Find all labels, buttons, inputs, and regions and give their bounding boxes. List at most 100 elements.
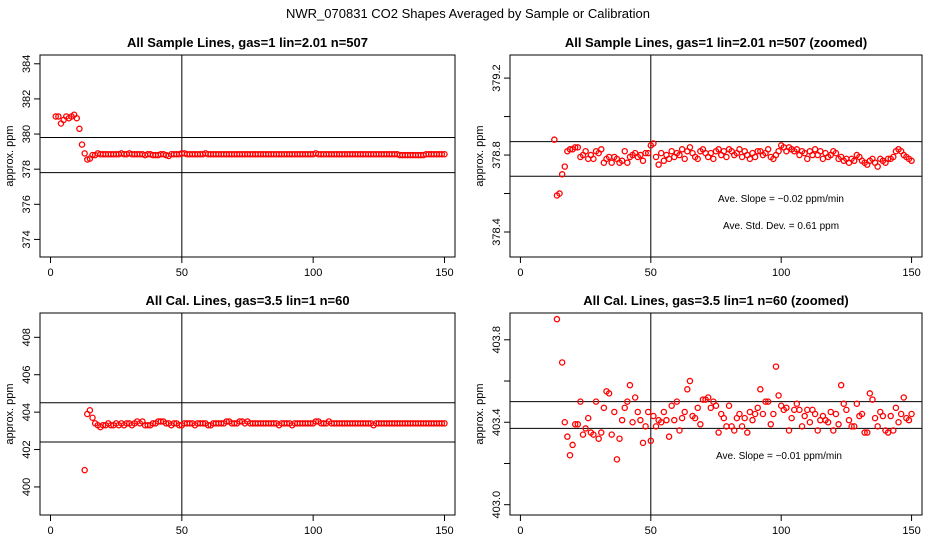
data-point [845,416,853,424]
data-point [657,149,665,157]
annotation: Ave. Slope = −0.01 ppm/min [716,451,842,462]
data-point [590,155,597,163]
data-point [569,441,576,449]
plot-frame [39,312,456,516]
y-axis-label: approx. ppm [4,125,16,186]
data-point [746,155,754,163]
data-point [892,404,900,412]
data-point [895,418,902,426]
y-tick-label: 378.4 [491,218,503,246]
data-point [804,406,811,414]
y-axis-label: approx. ppm [474,383,486,444]
data-point [811,410,819,418]
data-point [848,423,855,430]
panel-title: All Sample Lines, gas=1 lin=2.01 n=507 [127,35,368,50]
data-point [749,416,756,424]
data-point [574,421,582,428]
data-point [694,155,701,163]
data-point [720,147,728,155]
data-point [650,412,657,420]
data-point [642,149,649,157]
data-point [871,414,879,422]
panel-p4: All Cal. Lines, gas=3.5 lin=1 n=60 (zoom… [474,293,923,537]
data-point [590,431,597,438]
panel-title: All Sample Lines, gas=1 lin=2.01 n=507 (… [565,35,867,50]
data-point [577,398,584,405]
y-tick-label: 379.2 [491,64,503,92]
data-point [574,144,582,151]
data-point [806,418,814,426]
data-point [73,114,81,122]
y-tick-label: 400 [21,478,33,496]
annotation: Ave. Slope = −0.02 ppm/min [718,194,844,205]
data-point [647,437,655,445]
data-point [715,429,722,436]
data-point [668,402,675,410]
data-point [595,435,602,442]
data-point [746,408,754,416]
data-point [712,402,720,410]
data-point [76,125,83,133]
panel-p1: All Sample Lines, gas=1 lin=2.01 n=507 0 5… [4,35,456,279]
x-tick-label: 50 [176,267,188,279]
data-point [621,404,628,412]
data-point [624,398,631,405]
data-point [853,400,861,407]
data-point [736,146,743,153]
data-point [673,398,681,405]
data-point [720,414,728,422]
y-tick-label: 378.8 [491,141,503,169]
data-point [764,398,772,405]
data-point [723,153,730,161]
data-point [551,136,558,143]
data-point [553,315,561,323]
data-point [564,433,571,440]
data-point [639,157,647,165]
data-point [736,410,743,418]
data-point [629,418,636,426]
data-point [775,147,782,155]
data-point [598,429,605,436]
data-point [605,390,613,397]
data-point [686,144,694,151]
data-point [759,410,767,418]
data-point [824,418,832,426]
figure-title: NWR_070831 CO2 Shapes Averaged by Sample… [286,6,650,21]
data-point [835,421,842,428]
data-point [639,439,647,447]
data-point [850,157,858,165]
data-point [707,149,715,157]
data-point [738,423,746,430]
x-tick-label: 100 [304,267,322,279]
data-point [775,392,782,399]
data-point [704,394,712,401]
data-point [584,414,592,422]
data-point [879,412,887,420]
x-tick-label: 150 [435,267,453,279]
data-point [676,427,683,434]
data-point [874,163,881,170]
panel-p3: All Cal. Lines, gas=3.5 lin=1 n=60 0 50 100… [4,293,456,537]
data-point [796,406,803,414]
x-tick-label: 150 [435,525,453,537]
data-point [592,398,600,405]
data-point [754,404,761,412]
x-tick-label: 50 [176,525,188,537]
data-point [757,386,764,393]
data-point [655,161,662,168]
y-tick-label: 384 [21,55,33,73]
data-point [624,159,631,166]
data-point [827,408,834,416]
data-point [691,414,699,422]
data-point [616,435,623,442]
data-point [441,150,448,158]
data-point [81,466,88,474]
data-point [438,150,446,158]
data-point [657,418,665,426]
data-point [814,427,821,434]
x-tick-label: 50 [645,525,657,537]
data-point [908,410,915,418]
data-point [665,155,673,163]
data-point [618,416,626,424]
